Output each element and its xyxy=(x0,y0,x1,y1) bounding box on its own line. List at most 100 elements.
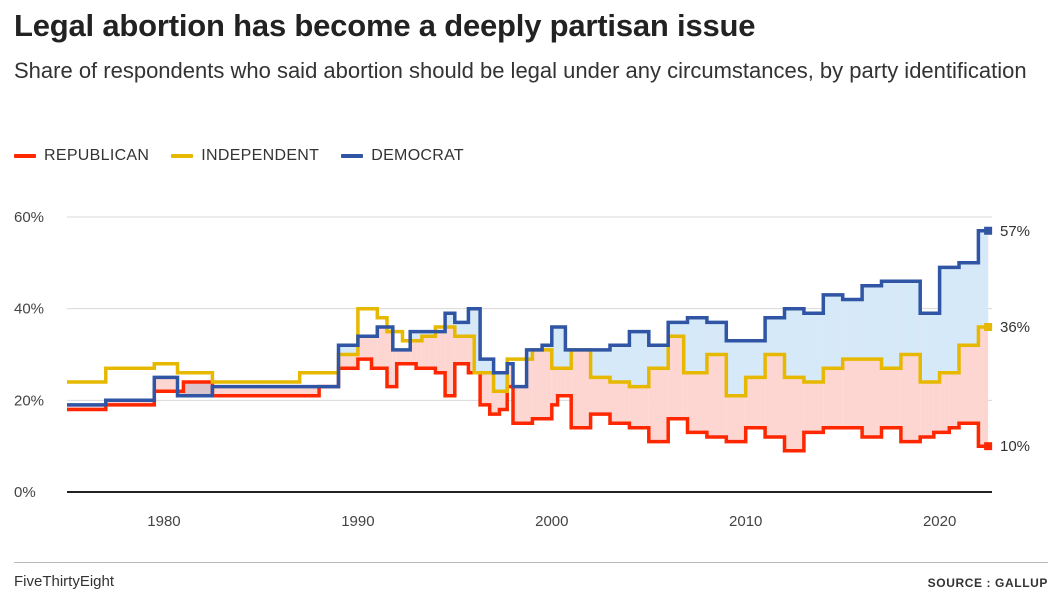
end-marker-republican xyxy=(984,442,993,451)
band-segment xyxy=(67,404,106,410)
band-segment xyxy=(468,308,475,373)
end-label-republican: 10% xyxy=(1000,438,1030,455)
band-segment xyxy=(421,331,430,337)
band-segment xyxy=(429,331,436,369)
band-segment xyxy=(939,267,950,373)
band-segment xyxy=(435,331,446,373)
band-segment xyxy=(489,359,494,415)
band-segment xyxy=(526,349,533,424)
band-segment xyxy=(105,400,155,405)
band-segment xyxy=(416,331,422,369)
band-segment xyxy=(842,299,863,360)
band-segment xyxy=(402,349,411,364)
band-segment xyxy=(532,349,543,419)
band-segment xyxy=(920,313,934,382)
band-segment xyxy=(338,345,358,355)
band-segment xyxy=(959,262,979,346)
band-segment xyxy=(629,331,649,387)
band-segment xyxy=(784,308,804,378)
series-line-republican xyxy=(67,357,989,453)
band-segment xyxy=(978,230,989,327)
band-segment xyxy=(474,308,481,373)
legend-swatch-independent xyxy=(171,154,194,158)
x-tick-label: 2020 xyxy=(923,513,956,530)
band-segment xyxy=(445,313,455,327)
band-segment xyxy=(745,340,766,378)
chart-title: Legal abortion has become a deeply parti… xyxy=(14,8,756,43)
band-segment xyxy=(823,294,843,369)
legend-label-republican: REPUBLICAN xyxy=(44,147,150,164)
series-line-democrat xyxy=(67,229,989,407)
legend-item-democrat: DEMOCRAT xyxy=(341,147,464,165)
band-segment xyxy=(493,372,500,415)
x-tick-label: 1990 xyxy=(341,513,374,530)
y-tick-label: 40% xyxy=(14,301,44,318)
band-segment xyxy=(493,372,500,392)
band-segment xyxy=(683,322,688,373)
band-segment xyxy=(978,230,989,447)
band-segment xyxy=(177,391,184,396)
band-segment xyxy=(571,349,591,428)
band-segment xyxy=(445,313,455,396)
band-segment xyxy=(410,331,417,364)
band-segment xyxy=(668,322,684,337)
band-segment xyxy=(542,345,552,350)
band-segment xyxy=(480,359,490,405)
band-segment xyxy=(260,386,300,396)
footer-brand: FiveThirtyEight xyxy=(14,573,115,590)
band-segment xyxy=(357,336,372,360)
band-segment xyxy=(396,349,403,364)
band-segment xyxy=(513,386,519,424)
legend-label-democrat: DEMOCRAT xyxy=(371,147,465,164)
band-segment xyxy=(551,327,558,369)
band-segment xyxy=(421,331,430,369)
band-segment xyxy=(949,267,960,373)
series-line-independent xyxy=(67,306,989,398)
x-tick-label: 2000 xyxy=(535,513,568,530)
band-segment xyxy=(212,386,261,396)
band-segment xyxy=(648,345,669,369)
band-segment xyxy=(542,345,552,419)
band-segment xyxy=(507,363,514,387)
band-segment xyxy=(803,313,824,382)
band-segment xyxy=(933,313,940,382)
legend-item-republican: REPUBLICAN xyxy=(14,147,149,165)
y-tick-label: 60% xyxy=(14,209,44,226)
band-segment xyxy=(489,359,494,373)
legend-swatch-republican xyxy=(14,154,36,158)
band-segment xyxy=(609,345,630,382)
end-label-democrat: 57% xyxy=(1000,223,1030,240)
footer-divider xyxy=(14,562,1048,563)
x-tick-label: 1980 xyxy=(147,513,180,530)
band-segment xyxy=(392,349,397,387)
y-tick-label: 20% xyxy=(14,392,44,409)
band-segment xyxy=(565,349,572,396)
band-segment xyxy=(386,327,393,387)
band-segment xyxy=(154,377,178,392)
band-segment xyxy=(499,372,508,392)
x-tick-label: 2010 xyxy=(729,513,762,530)
band-segment xyxy=(590,349,610,378)
band-segment xyxy=(480,359,490,373)
y-tick-label: 0% xyxy=(14,484,36,501)
band-segment xyxy=(416,331,422,341)
end-label-independent: 36% xyxy=(1000,319,1030,336)
band-segment xyxy=(410,331,417,341)
band-segment xyxy=(377,327,387,369)
chart-plot: 57% 36% 10% 0% 20% 40% 60% 1980 1990 2000 2010 2020 xyxy=(14,209,1030,530)
band-segment xyxy=(183,382,213,396)
end-marker-democrat xyxy=(984,226,993,235)
legend-label-independent: INDEPENDENT xyxy=(201,147,320,164)
band-segment xyxy=(299,386,320,396)
band-segment xyxy=(526,349,533,360)
band-segment xyxy=(765,317,785,355)
band-segment xyxy=(565,349,572,369)
band-segment xyxy=(668,322,684,419)
band-segment xyxy=(881,281,901,369)
footer-source: SOURCE : GALLUP xyxy=(927,576,1048,590)
band-segment xyxy=(429,331,436,337)
band-segment xyxy=(687,317,707,373)
band-segment xyxy=(386,327,393,332)
chart-subtitle: Share of respondents who said abortion s… xyxy=(14,58,1027,83)
band-segment xyxy=(900,281,921,355)
